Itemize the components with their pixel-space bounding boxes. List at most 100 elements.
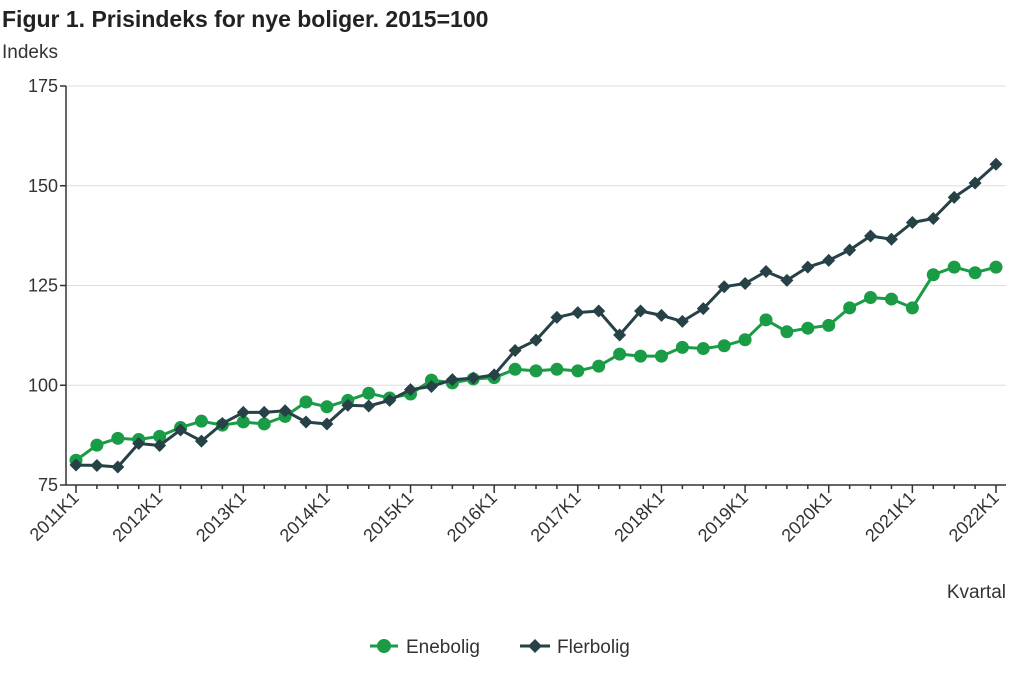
point-flerbolig	[174, 423, 188, 437]
legend-marker-enebolig	[377, 639, 391, 653]
point-enebolig	[592, 359, 606, 373]
series-line-flerbolig	[75, 163, 998, 469]
point-flerbolig	[299, 415, 313, 429]
point-enebolig	[780, 325, 794, 339]
point-enebolig	[571, 364, 585, 378]
point-enebolig	[968, 266, 982, 280]
point-flerbolig	[445, 373, 459, 387]
legend-item-flerbolig: Flerbolig	[520, 637, 630, 658]
series-layer	[69, 157, 1003, 474]
y-axis-title: Indeks	[2, 42, 58, 63]
point-flerbolig	[424, 379, 438, 393]
point-enebolig	[320, 400, 334, 414]
point-flerbolig	[968, 176, 982, 190]
point-enebolig	[989, 260, 1003, 274]
point-enebolig	[843, 301, 857, 315]
point-flerbolig	[90, 458, 104, 472]
point-flerbolig	[487, 368, 501, 382]
series-flerbolig	[69, 157, 1003, 474]
point-flerbolig	[843, 243, 857, 257]
point-enebolig	[550, 362, 564, 376]
point-enebolig	[864, 290, 878, 304]
point-flerbolig	[801, 260, 815, 274]
x-tick-label-2018K1: 2018K1	[610, 488, 668, 546]
x-tick-label-2015K1: 2015K1	[359, 488, 417, 546]
y-tick-label-150: 150	[28, 176, 58, 196]
point-enebolig	[194, 414, 208, 428]
point-enebolig	[696, 342, 710, 356]
x-tick-label-2014K1: 2014K1	[276, 488, 334, 546]
point-flerbolig	[257, 405, 271, 419]
grid-lines	[66, 85, 1006, 386]
x-tick-label-2013K1: 2013K1	[192, 488, 250, 546]
point-enebolig	[634, 349, 648, 363]
point-flerbolig	[550, 310, 564, 324]
point-flerbolig	[69, 458, 83, 472]
point-flerbolig	[508, 344, 522, 358]
legend-marker-flerbolig	[528, 639, 542, 653]
point-enebolig	[153, 429, 167, 443]
point-enebolig	[759, 313, 773, 327]
chart-title: Figur 1. Prisindeks for nye boliger. 201…	[2, 6, 489, 32]
point-flerbolig	[236, 405, 250, 419]
point-enebolig	[717, 339, 731, 353]
point-flerbolig	[529, 333, 543, 347]
point-flerbolig	[738, 277, 752, 291]
y-tick-label-75: 75	[38, 475, 58, 495]
point-enebolig	[905, 301, 919, 315]
point-enebolig	[508, 362, 522, 376]
legend: Enebolig Flerbolig	[370, 637, 630, 658]
x-tick-label-2020K1: 2020K1	[778, 488, 836, 546]
point-flerbolig	[717, 280, 731, 294]
point-flerbolig	[613, 328, 627, 342]
point-flerbolig	[884, 232, 898, 246]
point-enebolig	[926, 268, 940, 282]
x-tick-label-2017K1: 2017K1	[527, 488, 585, 546]
legend-label-flerbolig: Flerbolig	[557, 637, 630, 658]
point-flerbolig	[634, 304, 648, 318]
point-flerbolig	[592, 304, 606, 318]
point-enebolig	[90, 438, 104, 452]
point-enebolig	[529, 364, 543, 378]
x-tick-label-2011K1: 2011K1	[26, 488, 83, 545]
x-tick-label-2012K1: 2012K1	[108, 488, 166, 546]
point-enebolig	[738, 333, 752, 347]
point-flerbolig	[404, 383, 418, 397]
point-flerbolig	[759, 265, 773, 279]
point-flerbolig	[864, 229, 878, 243]
point-flerbolig	[780, 273, 794, 287]
point-enebolig	[822, 318, 836, 332]
point-flerbolig	[111, 460, 125, 474]
point-flerbolig	[571, 306, 585, 320]
point-flerbolig	[696, 302, 710, 316]
legend-label-enebolig: Enebolig	[406, 637, 480, 658]
point-enebolig	[362, 386, 376, 400]
x-axis-title: Kvartal	[947, 582, 1006, 603]
x-axis-ticks: 2011K1 2012K1 2013K1 2014K1 2015K1 2016K1 2017…	[26, 485, 1003, 546]
y-tick-label-125: 125	[28, 276, 58, 296]
point-flerbolig	[466, 371, 480, 385]
point-flerbolig	[341, 398, 355, 412]
point-enebolig	[236, 415, 250, 429]
point-flerbolig	[362, 399, 376, 413]
point-enebolig	[801, 321, 815, 335]
point-flerbolig	[153, 438, 167, 452]
point-enebolig	[257, 417, 271, 431]
point-flerbolig	[194, 434, 208, 448]
x-tick-label-2016K1: 2016K1	[443, 488, 501, 546]
point-enebolig	[947, 260, 961, 274]
point-enebolig	[299, 395, 313, 409]
x-tick-label-2021K1: 2021K1	[861, 488, 919, 546]
point-flerbolig	[654, 308, 668, 322]
legend-item-enebolig: Enebolig	[370, 637, 480, 658]
point-flerbolig	[926, 211, 940, 225]
x-tick-label-2022K1: 2022K1	[945, 488, 1003, 546]
y-axis-ticks: 75 100 125 150 175	[28, 76, 66, 495]
point-enebolig	[111, 431, 125, 445]
point-flerbolig	[320, 417, 334, 431]
point-flerbolig	[215, 417, 229, 431]
y-tick-label-100: 100	[28, 375, 58, 395]
point-enebolig	[884, 292, 898, 306]
point-flerbolig	[989, 157, 1003, 171]
